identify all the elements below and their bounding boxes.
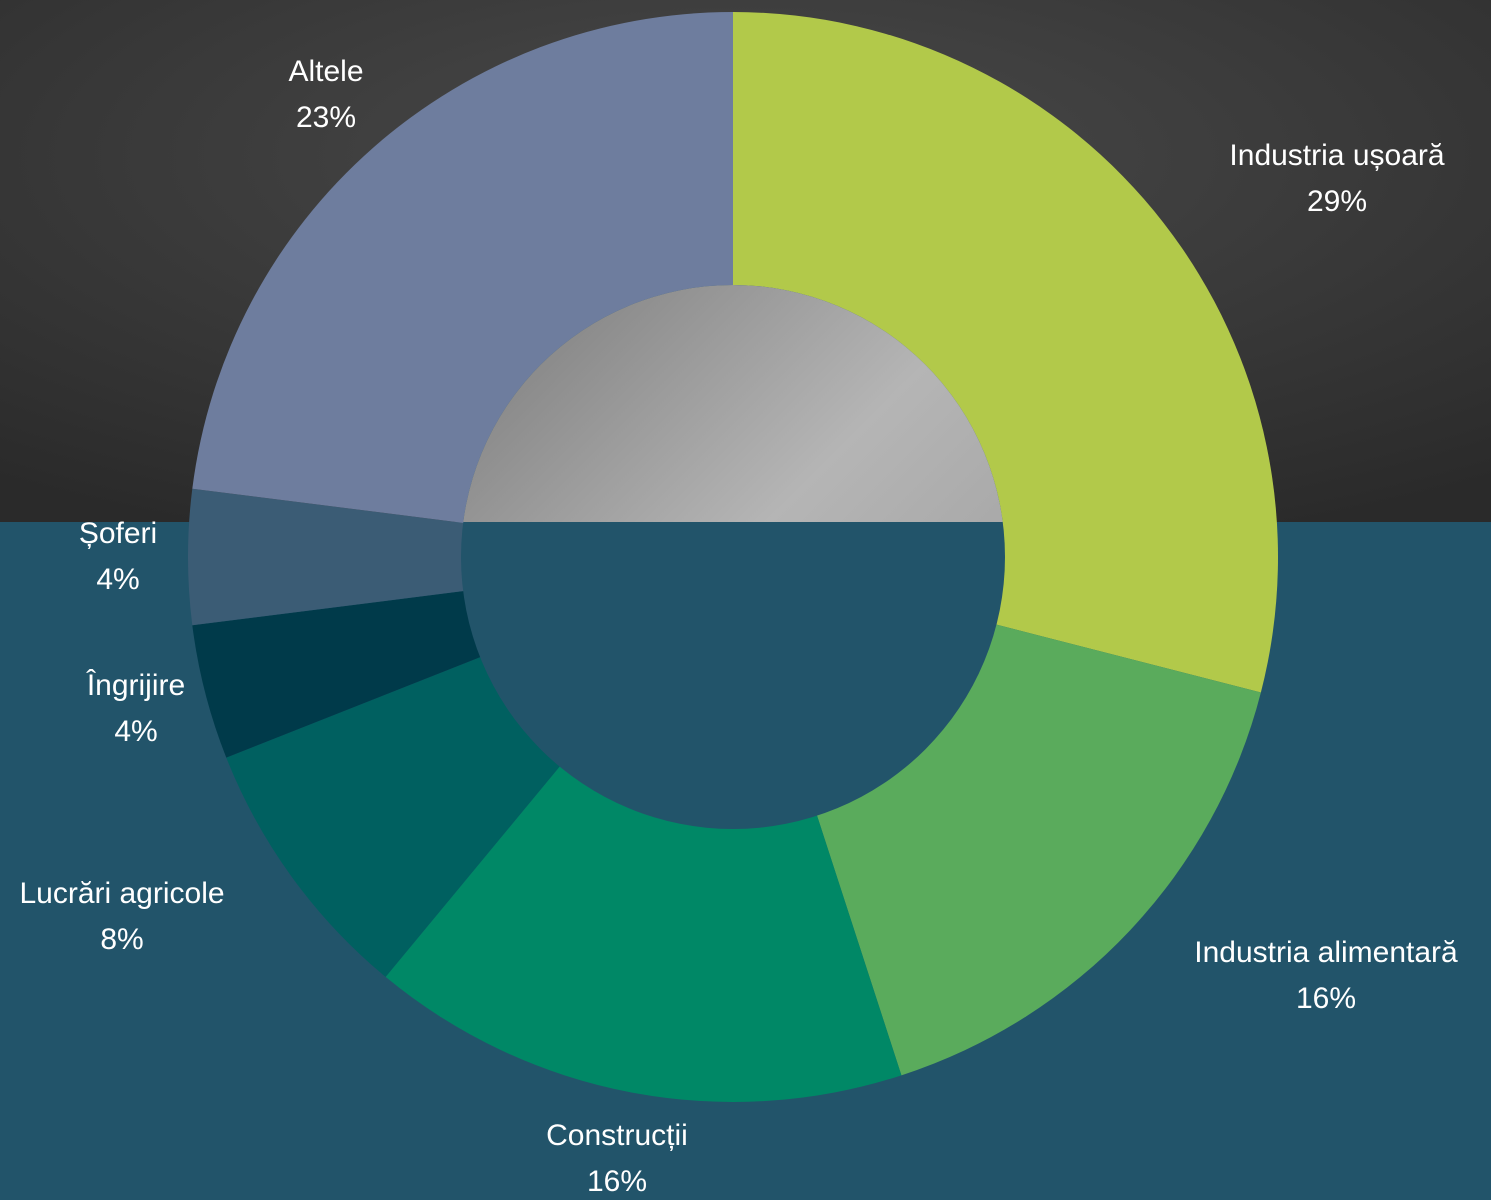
value-label: 29% <box>1307 185 1367 218</box>
category-label: Industria alimentară <box>1194 936 1458 969</box>
value-label: 16% <box>1296 982 1356 1015</box>
category-label: Șoferi <box>79 517 157 550</box>
value-label: 4% <box>96 563 139 596</box>
category-label: Construcții <box>546 1119 688 1152</box>
category-label: Industria ușoară <box>1229 139 1444 172</box>
category-label: Altele <box>288 55 363 88</box>
value-label: 8% <box>100 923 143 956</box>
value-label: 23% <box>296 101 356 134</box>
category-label: Îngrijire <box>86 669 185 702</box>
labels: Industria ușoară 29% Industria alimentară 1… <box>19 55 1458 1198</box>
donut <box>188 12 1278 1102</box>
category-label: Lucrări agricole <box>19 877 224 910</box>
hole-photo <box>463 285 1003 522</box>
value-label: 16% <box>587 1165 647 1198</box>
slice <box>188 488 733 626</box>
value-label: 4% <box>114 715 157 748</box>
